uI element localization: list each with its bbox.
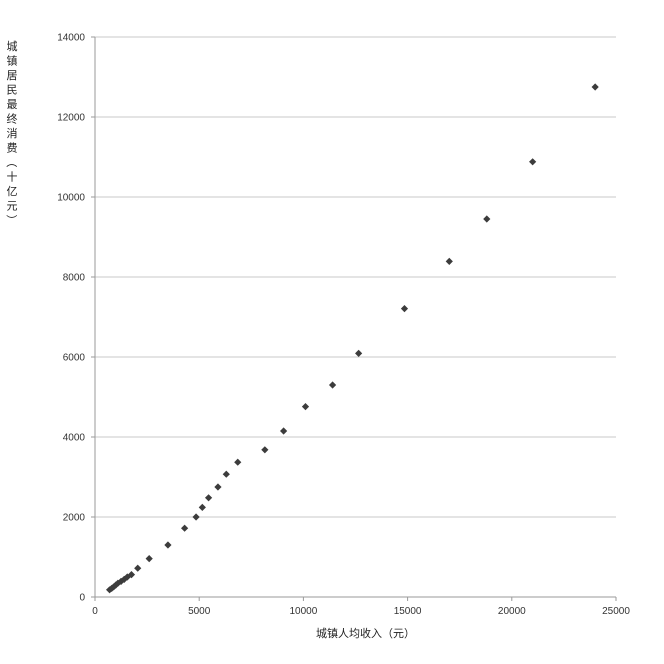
y-axis-title-char: 费 xyxy=(7,142,18,155)
y-axis-title-char: ） xyxy=(5,215,18,226)
x-axis-title: 城镇人均收入（元） xyxy=(316,626,415,640)
y-axis-title-char: （ xyxy=(5,157,18,168)
data-point xyxy=(222,470,230,478)
data-point xyxy=(234,458,242,466)
y-axis-title-char: 十 xyxy=(7,170,18,184)
y-tick-label: 10000 xyxy=(57,193,85,204)
y-tick-label: 6000 xyxy=(63,353,86,364)
y-axis-title-char: 民 xyxy=(7,84,18,97)
data-point xyxy=(400,305,409,313)
data-point xyxy=(108,584,116,592)
x-tick-label: 25000 xyxy=(602,606,630,617)
x-tick-label: 20000 xyxy=(498,606,526,617)
y-tick-label: 2000 xyxy=(63,513,86,524)
y-axis-title-char: 城 xyxy=(7,40,18,53)
data-point xyxy=(114,579,122,587)
data-point xyxy=(117,577,125,585)
x-tick-label: 5000 xyxy=(188,606,211,617)
data-point xyxy=(529,158,537,166)
data-point xyxy=(355,349,363,357)
data-point xyxy=(198,503,206,511)
data-point xyxy=(145,555,153,563)
y-axis-title-char: 镇 xyxy=(7,54,18,68)
axes xyxy=(94,37,616,598)
data-point xyxy=(591,83,599,91)
data-point xyxy=(164,541,172,549)
y-tick-label: 4000 xyxy=(63,433,86,444)
y-axis-title-char: 终 xyxy=(7,112,18,126)
data-point xyxy=(120,575,128,583)
data-point xyxy=(127,571,136,579)
data-point xyxy=(280,427,288,435)
data-point xyxy=(134,564,142,572)
x-tick-label: 10000 xyxy=(289,606,317,617)
y-axis-title-char: 亿 xyxy=(7,185,18,198)
y-tick-label: 14000 xyxy=(57,33,85,44)
y-tick-labels: 0 2000 4000 6000 8000 10000 12000 14000 xyxy=(57,33,85,604)
data-point xyxy=(261,446,269,454)
y-tick-label: 8000 xyxy=(63,273,86,284)
data-point xyxy=(301,403,310,411)
data-point xyxy=(483,215,491,223)
data-point xyxy=(181,524,189,532)
y-axis-title-char: 元 xyxy=(7,200,18,213)
y-axis-title-char: 最 xyxy=(7,98,18,111)
y-axis-title-char: 消 xyxy=(7,126,18,140)
x-tick-label: 0 xyxy=(92,606,98,617)
data-point xyxy=(445,257,453,265)
y-tick-label: 12000 xyxy=(57,113,85,124)
data-point xyxy=(204,494,213,502)
gridlines xyxy=(91,36,617,601)
data-point xyxy=(328,381,337,389)
data-points xyxy=(105,83,599,594)
x-tick-label: 15000 xyxy=(394,606,422,617)
data-point xyxy=(214,483,222,491)
y-axis-title-char: 居 xyxy=(7,69,18,82)
x-tick-labels: 0 5000 10000 15000 20000 25000 xyxy=(92,606,630,617)
data-point xyxy=(192,513,200,521)
y-tick-label: 0 xyxy=(79,593,85,604)
